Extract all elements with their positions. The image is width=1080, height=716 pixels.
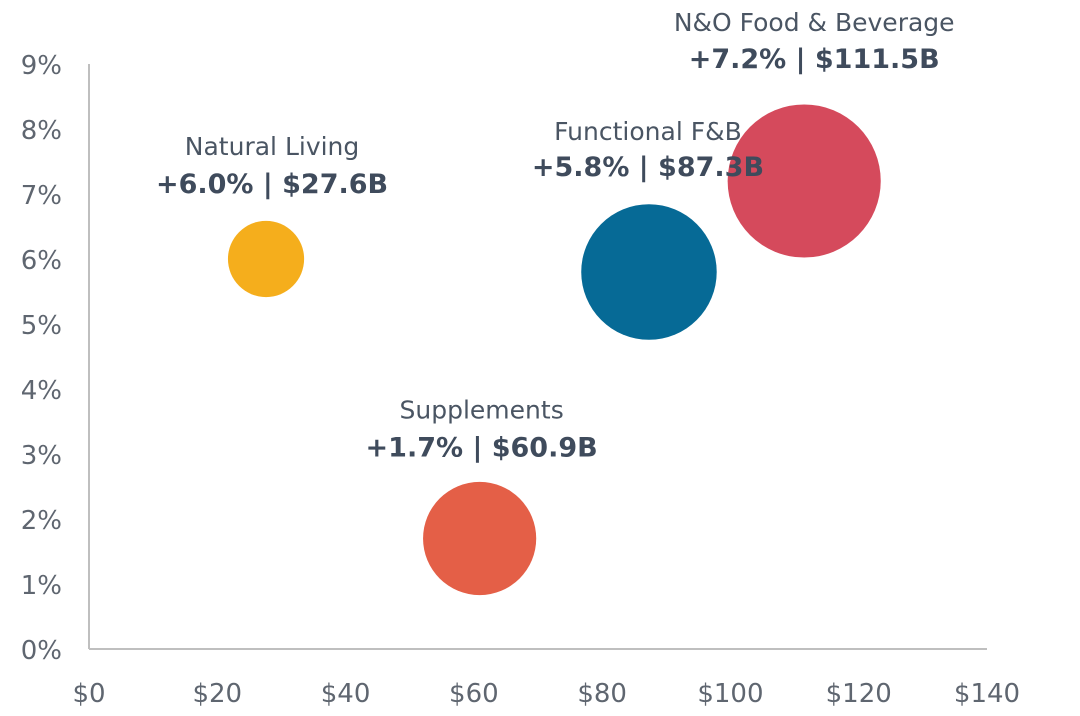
bubbles [227,104,881,596]
x-tick-label: $60 [449,679,499,709]
x-tick-label: $20 [192,679,242,709]
bubble-value-label: +6.0% | $27.6B [156,169,388,200]
y-tick-label: 1% [21,571,62,601]
bubble-name-label: Functional F&B [554,117,742,146]
bubble-value-label: +5.8% | $87.3B [532,152,764,183]
y-tick-label: 8% [21,116,62,146]
bubble [581,204,717,340]
bubble [423,481,537,596]
y-tick-label: 9% [21,51,62,81]
bubble-name-label: Supplements [400,396,564,425]
bubble-name-label: Natural Living [185,132,360,161]
y-tick-label: 3% [21,441,62,471]
bubble-value-label: +1.7% | $60.9B [366,433,598,464]
x-tick-label: $0 [72,679,105,709]
x-tick-label: $80 [577,679,627,709]
y-tick-label: 5% [21,311,62,341]
bubble-name-label: N&O Food & Beverage [674,8,955,37]
y-tick-label: 7% [21,181,62,211]
y-tick-label: 6% [21,246,62,276]
y-axis-ticks: 0% 1% 2% 3% 4% 5% 6% 7% 8% 9% [21,51,62,666]
bubble [727,104,881,258]
y-tick-label: 2% [21,506,62,536]
x-tick-label: $140 [954,679,1020,709]
y-tick-label: 4% [21,376,62,406]
axes [88,64,987,650]
y-tick-label: 0% [21,636,62,666]
bubble-labels: Natural Living +6.0% | $27.6B Supplements +… [156,8,955,464]
x-tick-label: $100 [697,679,763,709]
x-axis-ticks: $0 $20 $40 $60 $80 $100 $120 $140 [72,679,1020,709]
bubble-value-label: +7.2% | $111.5B [689,44,940,75]
x-tick-label: $120 [826,679,892,709]
bubble [227,220,305,298]
x-tick-label: $40 [321,679,371,709]
